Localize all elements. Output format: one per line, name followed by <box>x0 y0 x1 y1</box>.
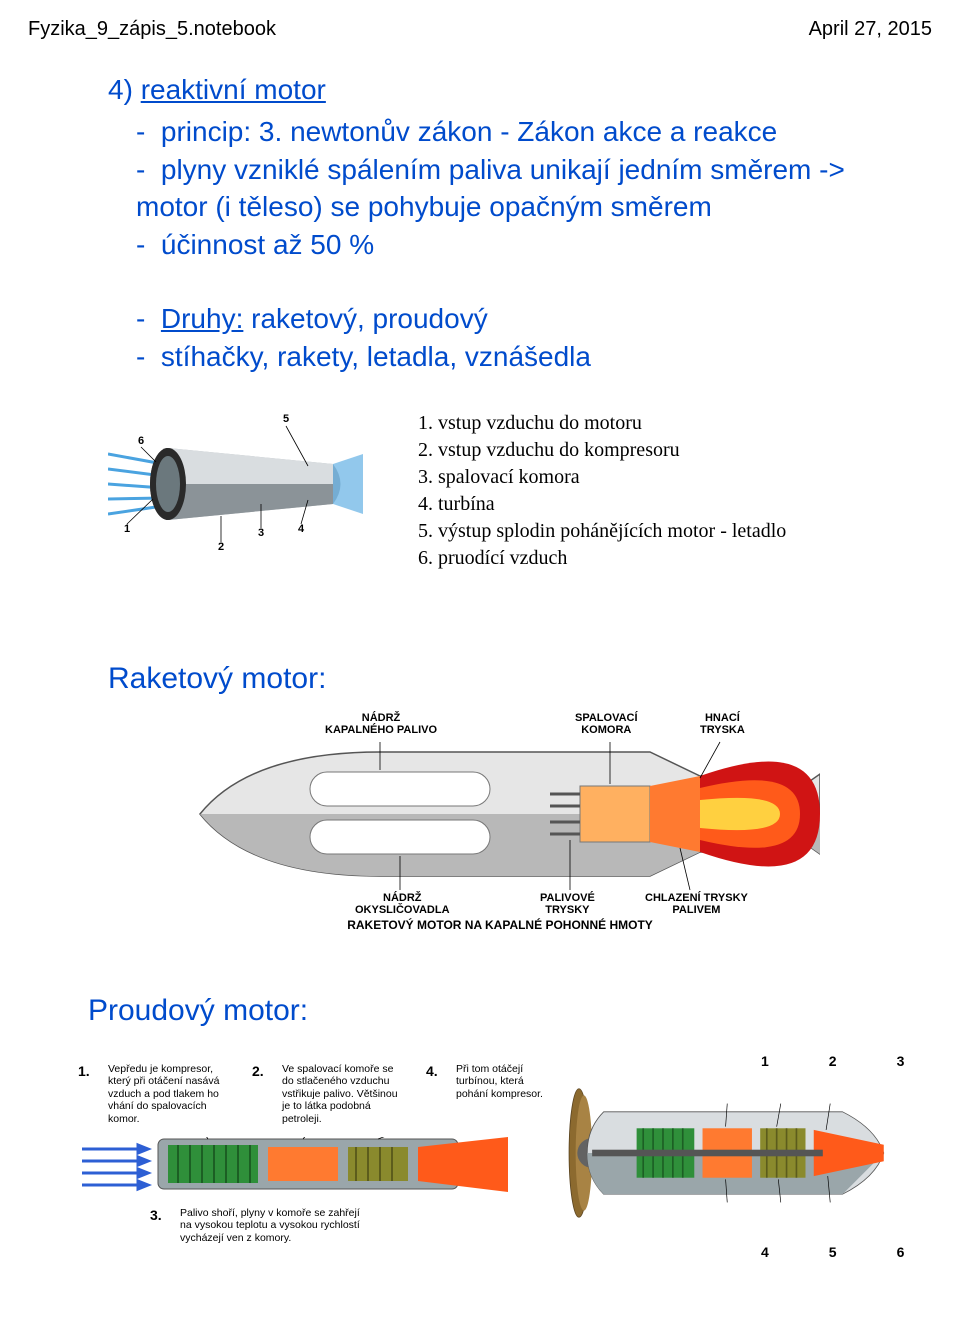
bullet-1: - princip: 3. newtonův zákon - Zákon akc… <box>136 113 892 151</box>
svg-text:4: 4 <box>298 523 305 535</box>
legend-6: 6. pruodící vzduch <box>418 545 786 572</box>
jet-cutaway-figure: 1 2 3 <box>546 1063 892 1248</box>
jet-step-1: 1. Vepředu je kompresor, který při otáče… <box>78 1063 228 1129</box>
jet-step-2: 2. Ve spalovací komoře se do stlačeného … <box>252 1063 402 1129</box>
main-content: 4) reaktivní motor - princip: 3. newtonů… <box>28 71 932 1258</box>
legend-4: 4. turbína <box>418 491 786 518</box>
rocket-engine-figure: NÁDRŽKAPALNÉHO PALIVO SPALOVACÍKOMORA HN… <box>180 714 820 924</box>
section-title-line: 4) reaktivní motor <box>108 71 892 109</box>
bullet-group-2: - Druhy: raketový, proudový - stíhačky, … <box>108 300 892 376</box>
bullet-2: - plyny vzniklé spálením paliva unikají … <box>136 151 892 227</box>
legend-5: 5. výstup splodin pohánějících motor - l… <box>418 518 786 545</box>
rocket-label-fuel-tank: NÁDRŽKAPALNÉHO PALIVO <box>325 712 437 736</box>
jet-small-cutaway <box>78 1137 518 1192</box>
svg-text:1: 1 <box>124 523 130 535</box>
file-date: April 27, 2015 <box>809 18 932 41</box>
svg-text:2: 2 <box>218 541 224 553</box>
types-line: - Druhy: raketový, proudový <box>136 300 892 338</box>
rocket-label-fuel-nozzles: PALIVOVÉTRYSKY <box>540 892 595 916</box>
rocket-caption: RAKETOVÝ MOTOR NA KAPALNÉ POHONNÉ HMOTY <box>180 918 820 930</box>
rocket-label-oxidizer: NÁDRŽOKYSLIČOVADLA <box>355 892 450 916</box>
page-header: Fyzika_9_zápis_5.notebook April 27, 2015 <box>28 18 932 41</box>
rocket-heading: Raketový motor: <box>108 662 892 696</box>
rocket-label-combustion: SPALOVACÍKOMORA <box>575 712 638 736</box>
jet-numbers-top: 1 2 3 <box>761 1053 904 1069</box>
jet-step-3: 3. Palivo shoří, plyny v komoře se zahře… <box>150 1207 518 1245</box>
jet-row: 1. Vepředu je kompresor, který při otáče… <box>78 1063 892 1259</box>
bullet-group-1: - princip: 3. newtonův zákon - Zákon akc… <box>108 113 892 264</box>
svg-text:3: 3 <box>258 527 264 539</box>
jet-heading: Proudový motor: <box>88 994 892 1028</box>
jet-engine-small-figure: 1 2 3 4 5 6 <box>108 404 368 554</box>
legend-2: 2. vstup vzduchu do kompresoru <box>418 437 786 464</box>
svg-text:6: 6 <box>138 435 144 447</box>
filename: Fyzika_9_zápis_5.notebook <box>28 18 276 41</box>
engine-legend: 1. vstup vzduchu do motoru 2. vstup vzdu… <box>418 404 786 572</box>
legend-3: 3. spalovací komora <box>418 464 786 491</box>
jet-step-4-block: 4. Při tom otáčejí turbínou, která pohán… <box>426 1063 546 1143</box>
bullet-3: - účinnost až 50 % <box>136 226 892 264</box>
svg-text:5: 5 <box>283 413 289 425</box>
section-number: 4) <box>108 74 133 105</box>
rocket-label-nozzle: HNACÍTRYSKA <box>700 712 745 736</box>
section-title: reaktivní motor <box>141 74 326 105</box>
examples-line: - stíhačky, rakety, letadla, vznášedla <box>136 338 892 376</box>
engine-figure-row: 1 2 3 4 5 6 1. vstup vzduchu do motoru 2… <box>108 404 892 572</box>
rocket-label-cooling: CHLAZENÍ TRYSKYPALIVEM <box>645 892 748 916</box>
jet-numbers-bottom: 4 5 6 <box>761 1244 904 1260</box>
jet-steps: 1. Vepředu je kompresor, který při otáče… <box>78 1063 518 1259</box>
legend-1: 1. vstup vzduchu do motoru <box>418 410 786 437</box>
